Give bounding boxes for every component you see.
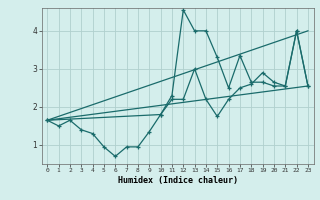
X-axis label: Humidex (Indice chaleur): Humidex (Indice chaleur) xyxy=(118,176,237,185)
